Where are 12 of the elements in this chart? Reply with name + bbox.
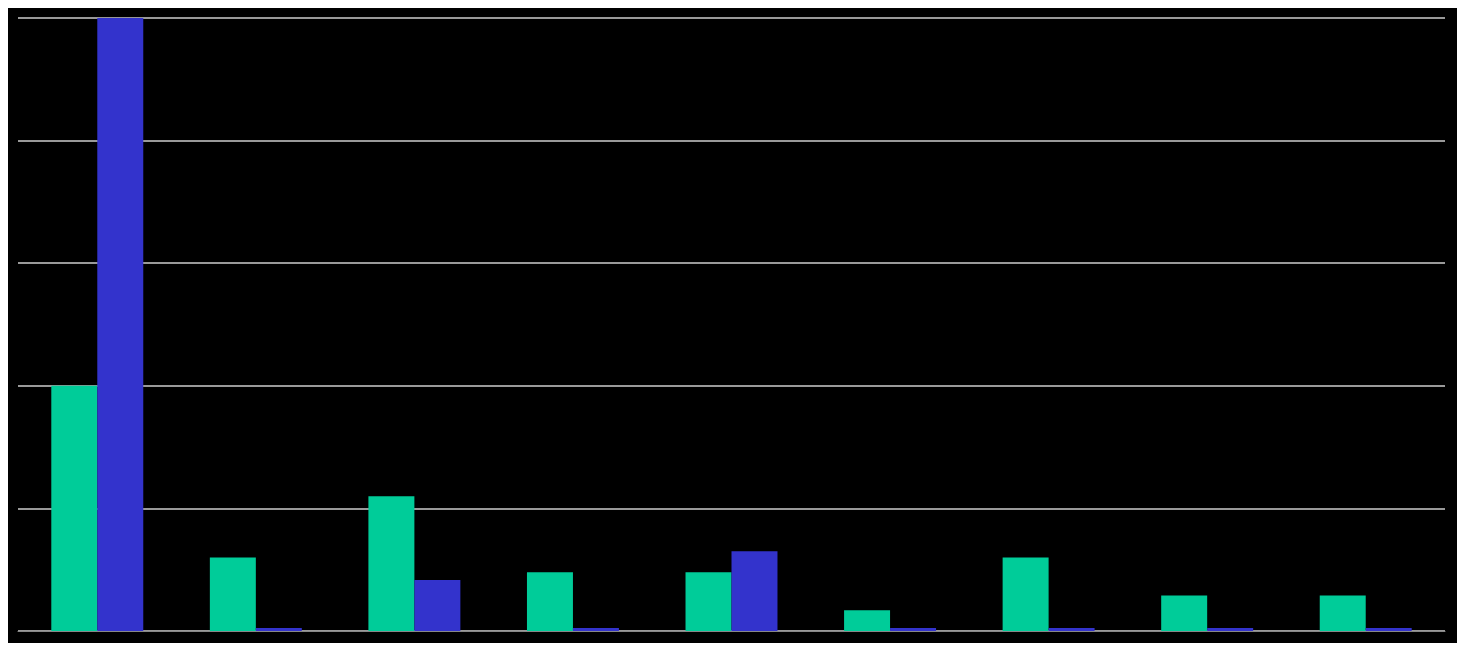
bar bbox=[685, 572, 732, 631]
bar bbox=[844, 610, 891, 631]
bar bbox=[97, 18, 144, 631]
bar bbox=[1002, 557, 1049, 631]
bar bbox=[731, 551, 778, 631]
bar bbox=[526, 572, 573, 631]
bar bbox=[209, 557, 256, 631]
bar bbox=[414, 580, 461, 631]
bar bbox=[368, 496, 415, 631]
bar bbox=[1161, 595, 1208, 631]
bar bbox=[1319, 595, 1366, 631]
bar bbox=[51, 385, 98, 631]
